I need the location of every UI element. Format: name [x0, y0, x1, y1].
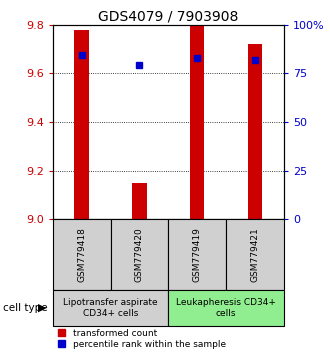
Bar [190, 25, 204, 219]
Text: GSM779418: GSM779418 [77, 227, 86, 282]
Bar [111, 219, 168, 290]
Text: cell type: cell type [3, 303, 48, 313]
Bar [226, 219, 284, 290]
Text: Leukapheresis CD34+
cells: Leukapheresis CD34+ cells [176, 298, 276, 318]
Bar [168, 290, 284, 326]
Legend: transformed count, percentile rank within the sample: transformed count, percentile rank withi… [57, 328, 227, 349]
Text: GSM779420: GSM779420 [135, 228, 144, 282]
Text: ▶: ▶ [38, 303, 47, 313]
Bar [75, 30, 89, 219]
Text: Lipotransfer aspirate
CD34+ cells: Lipotransfer aspirate CD34+ cells [63, 298, 158, 318]
Text: GSM779421: GSM779421 [250, 228, 259, 282]
Bar [53, 219, 111, 290]
Bar [132, 183, 147, 219]
Bar [168, 219, 226, 290]
Bar [248, 44, 262, 219]
Title: GDS4079 / 7903908: GDS4079 / 7903908 [98, 10, 239, 24]
Bar [53, 290, 168, 326]
Text: GSM779419: GSM779419 [193, 227, 202, 282]
